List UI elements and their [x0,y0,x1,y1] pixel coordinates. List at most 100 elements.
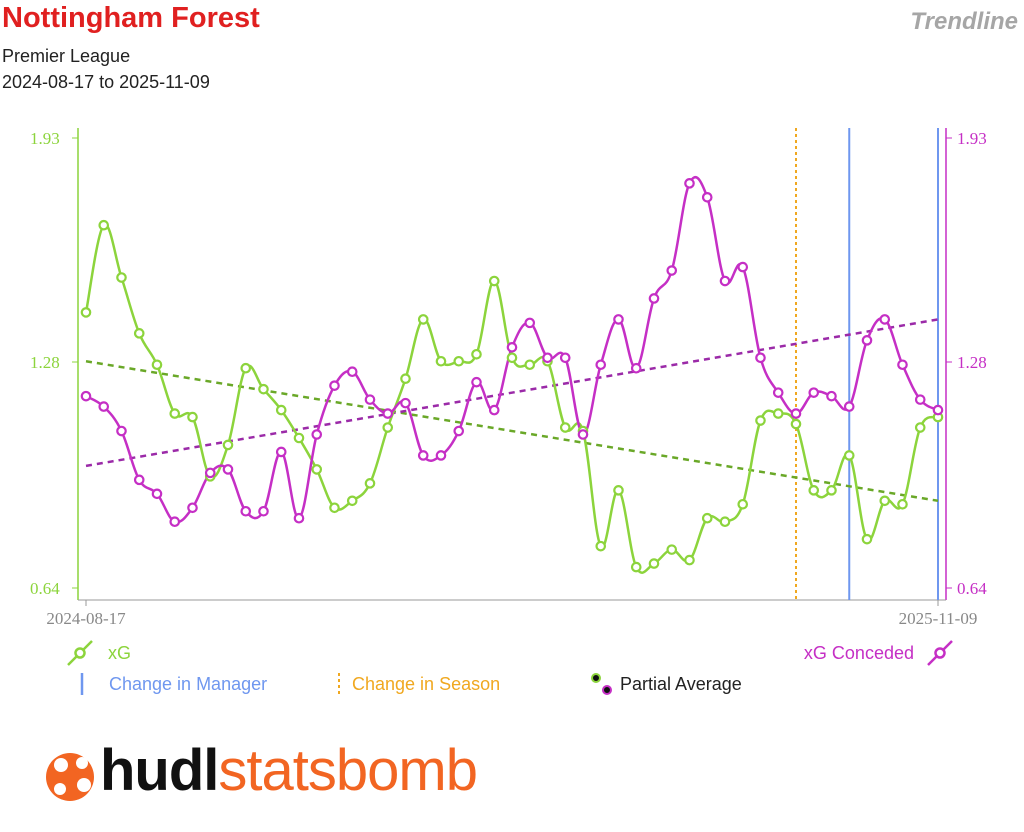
xg-conceded-point [240,505,252,517]
xg-point [630,561,642,573]
xg-conceded-point [187,502,198,514]
xg-conceded-point [204,467,216,479]
xg-conceded-point [453,425,465,437]
xg-conceded-point [488,404,500,416]
xg-point [400,373,411,384]
xg-conceded-point [151,488,163,500]
left-tick-label-mid: 1.28 [30,353,60,372]
xg-point [790,418,802,430]
xg-conceded-point [293,512,305,524]
xg-series-line [84,223,939,574]
page-title: Nottingham Forest [2,2,260,34]
logo-part-statsbomb: statsbomb [218,738,478,803]
xg-conceded-point [524,317,536,329]
xg-conceded-point [80,390,92,402]
xg-point [772,408,784,419]
left-tick-label-top: 1.93 [30,129,60,148]
xg-conceded-point [790,408,802,419]
xg-points [80,219,944,573]
xg-point [382,422,394,433]
xg-conceded-point [364,394,376,405]
xg-point [666,544,678,555]
xg-point [133,328,145,339]
xg-conceded-point [932,404,944,416]
bottom-ticks [85,600,939,606]
date-range-label: 2024-08-17 to 2025-11-09 [2,72,210,92]
xg-point [240,362,252,374]
competition-label: Premier League [2,46,131,66]
xg-conceded-point [169,516,181,528]
xg-conceded-point [329,380,340,391]
xg-point [329,502,340,514]
xg-point [151,359,163,371]
xg-point [684,554,695,566]
xg-point [914,422,926,433]
trendline-brand: Trendline [910,8,1018,35]
left-tick-label-bottom: 0.64 [30,579,60,598]
xg-point [488,275,500,287]
xg-point [897,498,908,510]
xg-point [737,498,749,510]
xg-point [187,411,198,423]
xg-conceded-point [595,359,607,371]
x-start-label: 2024-08-17 [46,609,126,628]
xg-point [471,348,482,360]
statsbomb-logo-icon [46,753,94,801]
xg-point [861,533,873,545]
legend-xg-label: xG [108,643,131,663]
legend-xg-conceded-icon [927,640,953,666]
xg-conceded-point [843,401,855,412]
xg-point [595,540,607,552]
xg-point [506,352,518,364]
xg-conceded-point [772,387,784,398]
xg-point [169,408,181,419]
legend-manager-label: Change in Manager [109,674,267,694]
xg-conceded-point [577,429,589,440]
xg-conceded-point [275,446,287,458]
right-tick-label-top: 1.93 [957,129,987,148]
xg-conceded-point [666,265,678,276]
xg-conceded-point [648,293,660,304]
xg-conceded-point [719,275,731,287]
legend-partial-average-icon [591,673,612,695]
left-ticks [72,137,78,589]
xg-conceded-point [755,352,766,364]
xg-point [98,219,110,231]
xg-conceded-point [311,429,323,440]
xg-point [435,355,447,367]
xg-conceded-point [98,401,110,412]
xg-conceded-point [826,390,837,402]
xg-conceded-point [701,192,713,203]
xg-point [222,439,234,451]
xg-point [116,272,127,283]
xg-point [701,512,713,524]
xg-conceded-point [116,425,127,437]
right-tick-label-bottom: 0.64 [957,579,987,598]
xg-point [275,404,287,416]
legend-xg-conceded-label: xG Conceded [804,643,914,663]
xg-point [719,516,731,528]
xg-conceded-point [471,376,482,388]
xg-trendline [85,360,939,503]
xg-point [648,558,660,569]
xg-point [808,485,820,496]
xg-conceded-point [559,352,571,364]
xg-conceded-point [435,450,447,461]
xg-point [417,314,429,325]
xg-conceded-point [258,505,269,517]
xg-point [879,495,891,507]
xg-point [843,450,855,461]
legend-partial-average-label: Partial Average [620,674,742,694]
xg-conceded-points [80,178,944,528]
xg-point [80,307,92,318]
legend-xg-icon [67,640,93,666]
xg-conceded-point [346,366,358,378]
xg-point [826,485,837,496]
right-tick-label-mid: 1.28 [957,353,987,372]
xg-conceded-point [506,342,518,353]
xg-point [346,495,358,507]
xg-conceded-point [914,394,926,405]
xg-conceded-point [897,359,908,371]
legend-season-label: Change in Season [352,674,500,694]
